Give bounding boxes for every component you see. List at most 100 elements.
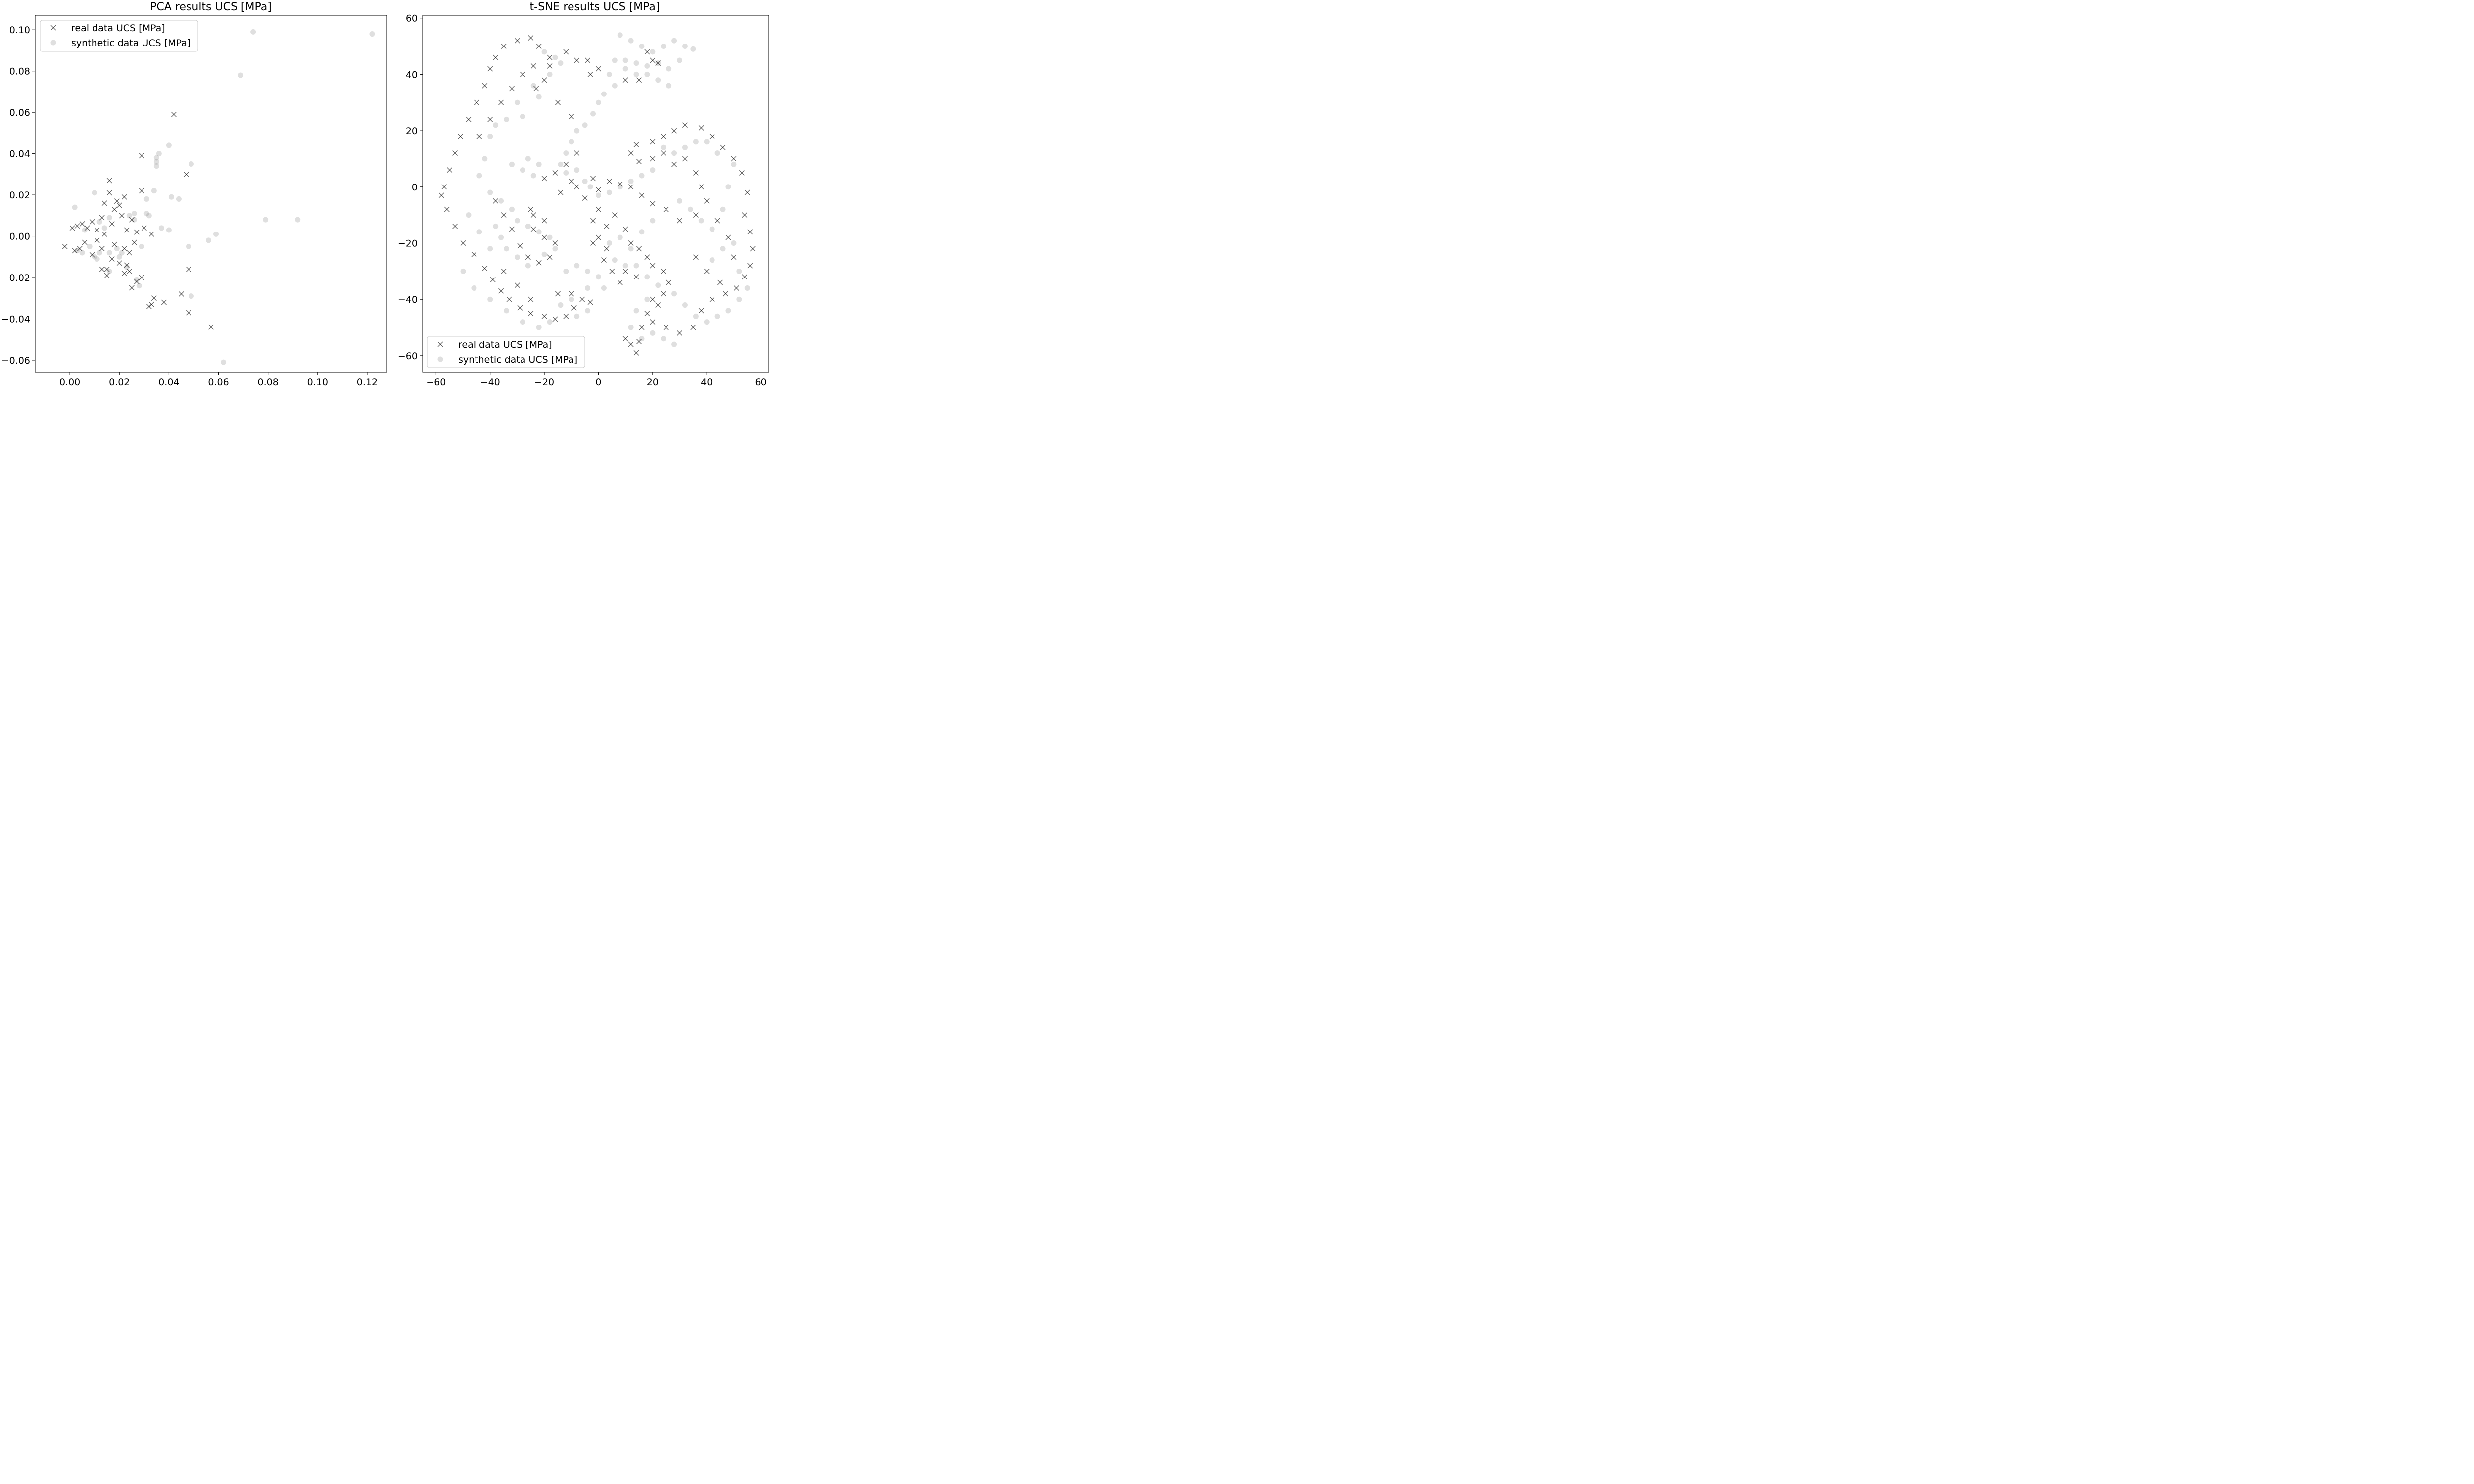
pca-synthetic-point: [238, 72, 244, 78]
pca-synthetic-point: [168, 194, 174, 200]
pca-legend-real-label: real data UCS [MPa]: [71, 23, 165, 34]
pca-real-point: [106, 178, 112, 184]
tsne-synthetic-point: [644, 63, 650, 69]
tsne-synthetic-point: [628, 178, 634, 184]
tsne-synthetic-point: [731, 161, 737, 167]
tsne-real-point: [574, 57, 580, 63]
tsne-synthetic-point: [709, 226, 715, 232]
tsne-real-point: [655, 60, 661, 66]
tsne-synthetic-point: [460, 268, 466, 274]
tsne-real-point: [520, 71, 525, 77]
pca-synthetic-point: [116, 254, 122, 260]
tsne-synthetic-point: [601, 91, 607, 97]
pca-real-point: [134, 278, 140, 284]
tsne-real-point: [558, 189, 564, 195]
tsne-synthetic-point: [677, 57, 683, 63]
tsne-real-point: [717, 279, 723, 285]
tsne-real-point: [677, 218, 683, 224]
tsne-synthetic-point: [563, 268, 569, 274]
pca-legend-box: [40, 20, 198, 52]
pca-synthetic-point: [250, 29, 256, 35]
tsne-real-point: [541, 218, 547, 224]
pca-real-point: [82, 239, 88, 245]
tsne-synthetic-point: [744, 285, 750, 291]
pca-synthetic-point: [136, 283, 142, 289]
pca-real-point: [111, 241, 117, 247]
tsne-real-point: [636, 77, 642, 83]
pca-legend-synthetic-label: synthetic data UCS [MPa]: [71, 38, 190, 48]
tsne-real-point: [528, 296, 534, 302]
tsne-synthetic-point: [601, 285, 607, 291]
tsne-real-point: [498, 288, 504, 294]
tsne-real-point: [595, 186, 601, 192]
tsne-real-point: [530, 226, 536, 232]
tsne-synthetic-point: [514, 218, 520, 224]
tsne-real-point: [636, 246, 642, 252]
tsne-real-point: [650, 263, 656, 269]
tsne-real-point: [709, 296, 715, 302]
tsne-real-point: [563, 313, 569, 319]
tsne-synthetic-point: [587, 184, 593, 190]
pca-synthetic-point: [176, 196, 182, 202]
pca-real-point: [111, 206, 117, 212]
tsne-real-point: [650, 57, 656, 63]
pca-synthetic-point: [87, 243, 93, 249]
tsne-real-point: [650, 201, 656, 207]
tsne-real-point: [628, 150, 634, 156]
pca-synthetic-point: [166, 227, 172, 233]
pca-synthetic-point: [188, 293, 194, 299]
tsne-real-point: [552, 316, 558, 322]
tsne-synthetic-point: [704, 139, 710, 145]
tsne-plot-area: [438, 32, 756, 356]
tsne-synthetic-point: [558, 302, 564, 308]
tsne-real-point: [744, 189, 750, 195]
tsne-real-point: [466, 116, 472, 122]
pca-synthetic-point: [221, 359, 227, 365]
pca-x-tick-label: 0.02: [109, 377, 130, 388]
tsne-real-point: [628, 240, 634, 246]
tsne-real-point: [595, 234, 601, 240]
tsne-x-tick-label: −20: [534, 377, 554, 388]
tsne-axes-frame: [422, 15, 769, 373]
tsne-real-point: [541, 176, 547, 182]
tsne-synthetic-point: [690, 46, 696, 52]
tsne-synthetic-point: [530, 173, 536, 179]
tsne-synthetic-point: [639, 44, 645, 49]
tsne-real-point: [501, 268, 507, 274]
tsne-y-tick-label: 0: [412, 182, 418, 193]
tsne-legend-box: [427, 336, 585, 368]
tsne-real-point: [533, 86, 539, 92]
pca-real-point: [186, 310, 191, 316]
tsne-synthetic-point: [574, 167, 580, 173]
pca-real-point: [106, 190, 112, 196]
pca-title: PCA results UCS [MPa]: [150, 1, 272, 13]
tsne-synthetic-point: [547, 71, 553, 77]
pca-x-tick-label: 0.04: [158, 377, 179, 388]
tsne-real-point: [530, 212, 536, 218]
tsne-real-point: [530, 63, 536, 69]
tsne-real-point: [650, 319, 656, 325]
tsne-synthetic-point: [612, 257, 618, 263]
tsne-real-point: [644, 49, 650, 55]
tsne-real-point: [671, 128, 677, 134]
tsne-real-point: [666, 279, 672, 285]
tsne-real-point: [590, 176, 596, 182]
tsne-real-point: [628, 341, 634, 347]
tsne-synthetic-point: [563, 150, 569, 156]
tsne-real-point: [458, 133, 464, 139]
tsne-real-point: [487, 66, 493, 72]
tsne-synthetic-point: [612, 83, 618, 89]
tsne-real-point: [612, 212, 618, 218]
tsne-real-point: [725, 234, 731, 240]
pca-real-point: [89, 252, 95, 258]
tsne-real-point: [536, 44, 542, 49]
pca-real-point: [74, 223, 80, 229]
tsne-real-point: [517, 305, 523, 311]
pca-x-tick-label: 0.00: [59, 377, 80, 388]
tsne-synthetic-point: [650, 330, 656, 336]
tsne-real-point: [693, 170, 699, 176]
tsne-legend: real data UCS [MPa] synthetic data UCS […: [427, 336, 585, 368]
tsne-real-point: [733, 285, 739, 291]
pca-synthetic-point: [205, 237, 211, 243]
tsne-synthetic-point: [493, 223, 499, 229]
